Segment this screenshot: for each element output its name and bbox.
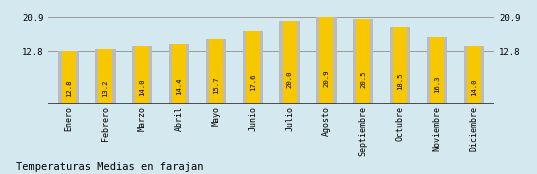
Bar xyxy=(316,17,337,104)
Text: 14.4: 14.4 xyxy=(176,78,182,95)
Text: 13.2: 13.2 xyxy=(103,79,108,97)
Text: 18.5: 18.5 xyxy=(397,73,403,90)
Bar xyxy=(353,19,373,104)
Text: 17.6: 17.6 xyxy=(250,74,256,91)
Bar xyxy=(246,31,260,104)
Bar xyxy=(169,45,189,104)
Text: 20.9: 20.9 xyxy=(323,70,329,87)
Text: 14.0: 14.0 xyxy=(471,78,477,96)
Bar xyxy=(430,37,444,104)
Bar xyxy=(132,46,153,104)
Bar xyxy=(467,46,481,104)
Bar xyxy=(95,49,115,104)
Bar xyxy=(172,45,186,104)
Bar xyxy=(135,46,149,104)
Text: 15.7: 15.7 xyxy=(213,76,219,94)
Text: 14.0: 14.0 xyxy=(139,78,146,96)
Bar xyxy=(62,51,76,104)
Bar xyxy=(393,27,407,104)
Bar xyxy=(206,39,226,104)
Bar xyxy=(98,49,112,104)
Bar xyxy=(279,21,300,104)
Bar xyxy=(59,51,79,104)
Bar xyxy=(243,31,263,104)
Text: 20.5: 20.5 xyxy=(360,70,366,88)
Bar xyxy=(282,21,296,104)
Text: Temperaturas Medias en farajan: Temperaturas Medias en farajan xyxy=(16,162,204,172)
Bar xyxy=(320,17,333,104)
Text: 16.3: 16.3 xyxy=(434,75,440,93)
Bar xyxy=(209,39,223,104)
Bar xyxy=(390,27,410,104)
Text: 20.0: 20.0 xyxy=(287,71,293,88)
Bar xyxy=(463,46,484,104)
Text: 12.8: 12.8 xyxy=(66,80,71,97)
Bar xyxy=(427,37,447,104)
Bar xyxy=(356,19,371,104)
